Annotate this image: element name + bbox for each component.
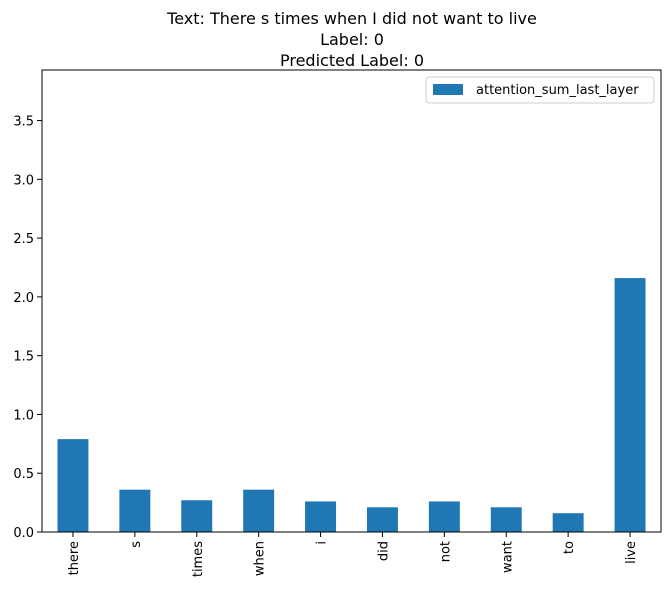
y-tick-label: 3.0	[13, 173, 34, 188]
bar-i	[305, 501, 337, 532]
title-line-3: Predicted Label: 0	[280, 51, 424, 70]
bar-when	[243, 489, 275, 532]
bar-there	[57, 439, 89, 532]
y-tick-label: 2.5	[13, 232, 34, 247]
x-tick-label: want	[500, 541, 515, 573]
legend-box	[425, 76, 655, 104]
x-tick-label: s	[129, 541, 144, 548]
y-tick-label: 0.5	[13, 467, 34, 482]
plot-frame	[41, 69, 662, 533]
bar-s	[119, 489, 151, 532]
y-tick-label: 2.0	[13, 291, 34, 306]
bar-want	[490, 507, 522, 532]
legend-label: attention_sum_last_layer	[476, 83, 639, 98]
bar-to	[552, 513, 584, 532]
title-line-2: Label: 0	[320, 30, 384, 49]
chart-title: Text: There s times when I did not want …	[166, 9, 537, 70]
x-tick-label: not	[438, 541, 453, 562]
legend: attention_sum_last_layer	[425, 76, 655, 104]
y-tick-label: 1.5	[13, 350, 34, 365]
bar-not	[428, 501, 460, 532]
x-tick-label: there	[67, 541, 82, 575]
y-tick-label: 3.5	[13, 115, 34, 130]
bar-live	[614, 278, 646, 532]
x-tick-label: times	[191, 541, 206, 577]
x-axis: there s times when i did not want to live	[67, 532, 639, 577]
x-tick-label: did	[376, 541, 391, 561]
x-tick-label: i	[315, 541, 330, 545]
bars-group	[57, 278, 646, 532]
x-tick-label: to	[562, 541, 577, 554]
y-axis: 0.0 0.5 1.0 1.5 2.0 2.5 3.0 3.5	[13, 115, 42, 541]
x-tick-label: when	[253, 541, 268, 576]
y-tick-label: 0.0	[13, 526, 34, 541]
bar-times	[181, 500, 213, 532]
y-tick-label: 1.0	[13, 408, 34, 423]
title-line-1: Text: There s times when I did not want …	[166, 9, 537, 28]
legend-swatch	[433, 84, 463, 95]
x-tick-label: live	[624, 541, 639, 564]
bar-did	[366, 507, 398, 532]
